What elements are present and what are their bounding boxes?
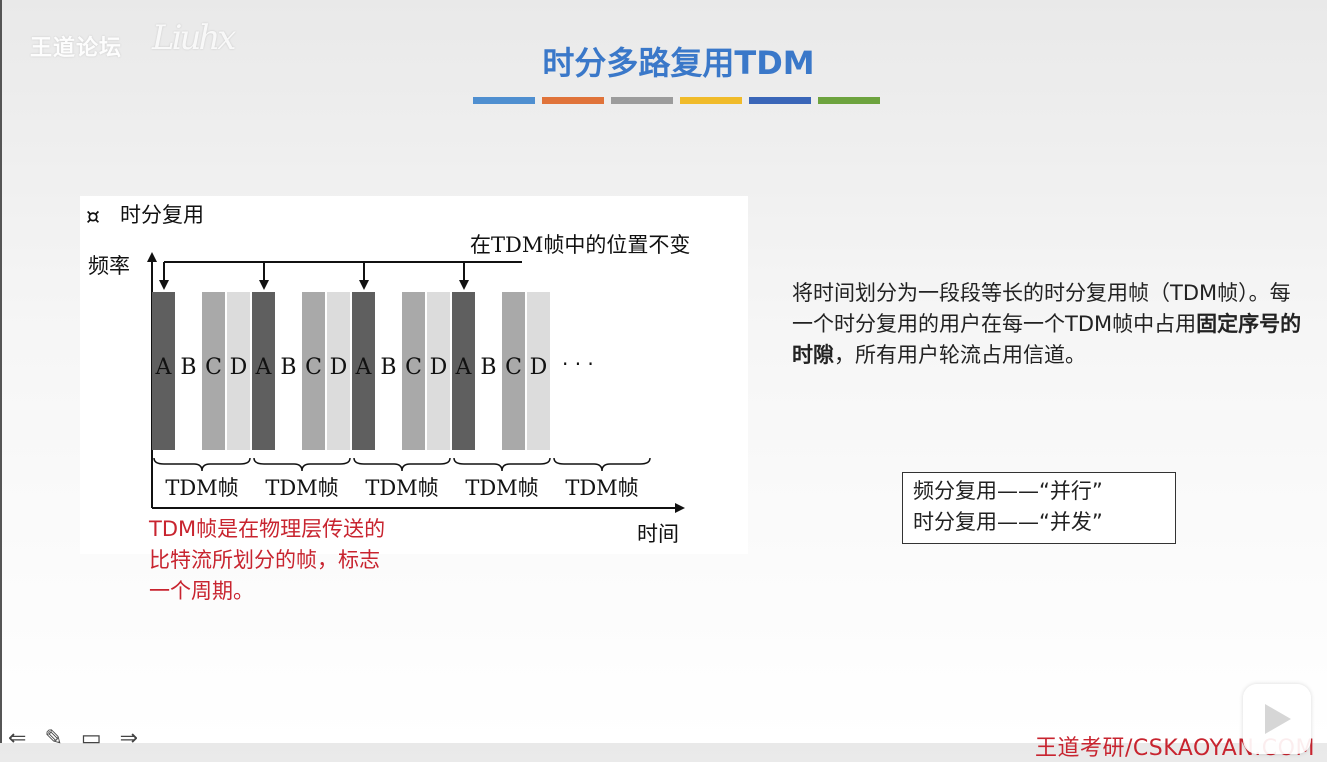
tdm-frame-label: TDM帧 (565, 476, 638, 500)
tdm-figure: ¤ 时分复用 频率 在TDM帧中的位置不变 时间 A B C D TDM帧 A B C D TDM… (80, 196, 748, 554)
frame-brace (553, 457, 651, 472)
slot-label: A (155, 355, 173, 380)
title-bar (749, 97, 811, 104)
slot-label: D (430, 355, 448, 380)
frame-brace (153, 457, 251, 472)
slot-b (477, 292, 500, 450)
play-button[interactable] (1243, 684, 1311, 754)
pen-tool-icon[interactable]: ✎ (44, 726, 63, 751)
frame-brace (453, 457, 551, 472)
slot-label: D (230, 355, 248, 380)
position-annotation: 在TDM帧中的位置不变 (470, 233, 690, 257)
next-slide-icon[interactable]: ⇒ (119, 726, 139, 751)
slot-label: C (405, 355, 422, 380)
fdm-comparison-line: 频分复用——“并行” (913, 479, 1103, 503)
frame-brace (353, 457, 451, 472)
slot-label: C (505, 355, 522, 380)
slot-a (152, 292, 175, 450)
slot-label: B (180, 355, 196, 380)
title-bar (818, 97, 880, 104)
previous-slide-icon[interactable]: ⇐ (8, 726, 27, 751)
slot-a (452, 292, 475, 450)
tdm-frame-caption: TDM帧是在物理层传送的比特流所划分的帧，标志一个周期。 (149, 517, 386, 603)
title-bar (473, 97, 535, 104)
slot-d (227, 292, 250, 450)
tdm-frame-label: TDM帧 (265, 476, 338, 500)
comparison-box: 频分复用——“并行” 时分复用——“并发” (902, 472, 1176, 544)
screen-view-icon[interactable]: ▭ (80, 726, 102, 751)
slot-label: A (255, 355, 273, 380)
slot-b (177, 292, 200, 450)
figure-heading: 时分复用 (120, 203, 204, 227)
slide-toolbar: ⇐ ✎ ▭ ⇒ (8, 728, 138, 750)
title-bar (611, 97, 673, 104)
tdm-comparison-line: 时分复用——“并发” (913, 510, 1103, 534)
x-axis-label: 时间 (637, 522, 679, 546)
tdm-frame-label: TDM帧 (465, 476, 538, 500)
slot-label: A (455, 355, 473, 380)
title-bar (680, 97, 742, 104)
continuation-ellipsis: · · · (562, 352, 594, 376)
slot-label: B (380, 355, 396, 380)
description-emphasis: 固定序号的时隙 (792, 312, 1302, 367)
y-axis-label: 频率 (88, 254, 130, 278)
title-color-bars (473, 97, 880, 104)
slide-title: 时分多路复用TDM (542, 44, 815, 82)
left-edge-line (0, 0, 2, 743)
slot-c (302, 292, 325, 450)
slot-c (202, 292, 225, 450)
slot-a (252, 292, 275, 450)
description-text: 将时间划分为一段段等长的时分复用帧（TDM帧）。每一个时分复用的用户在每一个TD… (792, 281, 1291, 336)
slot-label: A (355, 355, 373, 380)
forum-watermark-logo: 王道论坛 (30, 36, 123, 61)
slot-label: D (330, 355, 348, 380)
multiplex-icon: ¤ (86, 205, 100, 230)
tdm-description: 将时间划分为一段段等长的时分复用帧（TDM帧）。每一个时分复用的用户在每一个TD… (792, 278, 1307, 371)
tdm-frame-label: TDM帧 (165, 476, 238, 500)
slot-c (402, 292, 425, 450)
slot-label: D (530, 355, 548, 380)
slot-d (427, 292, 450, 450)
slot-a (352, 292, 375, 450)
slot-label: B (280, 355, 296, 380)
slot-d (327, 292, 350, 450)
slot-label: C (205, 355, 222, 380)
frame-brace (253, 457, 351, 472)
slot-label: C (305, 355, 322, 380)
slot-d (527, 292, 550, 450)
description-text-end: ，所有用户轮流占用信道。 (834, 343, 1086, 367)
slot-b (277, 292, 300, 450)
slot-b (377, 292, 400, 450)
slot-c (502, 292, 525, 450)
slot-label: B (480, 355, 496, 380)
tdm-frame-label: TDM帧 (365, 476, 438, 500)
title-bar (542, 97, 604, 104)
signature-watermark: Liuhx (152, 18, 236, 58)
